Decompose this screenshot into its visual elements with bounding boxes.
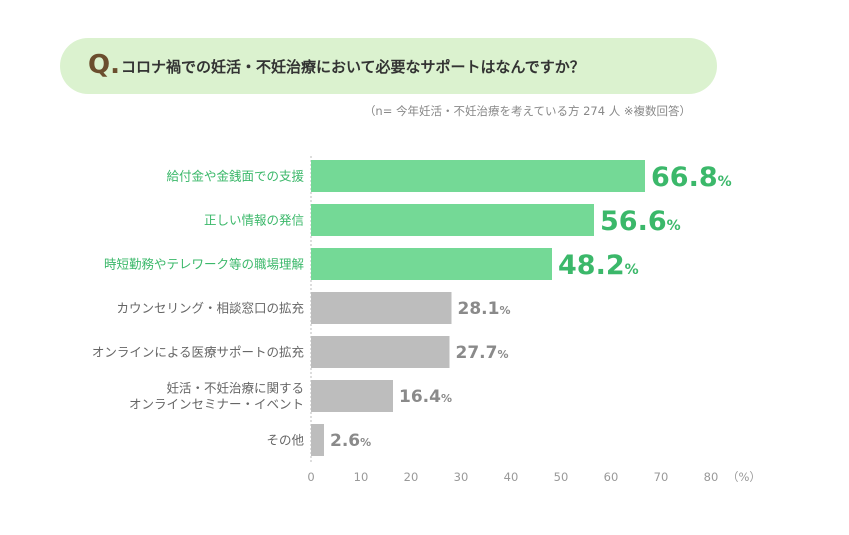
x-tick-label: 30 (454, 470, 469, 484)
category-label: 給付金や金銭面での支援 (166, 169, 304, 184)
value-label: 27.7% (456, 343, 509, 363)
bar (311, 292, 452, 324)
sample-note: （n= 今年妊活・不妊治療を考えている方 274 人 ※複数回答） (363, 104, 691, 118)
x-tick-label: 60 (604, 470, 619, 484)
category-label: オンラインによる医療サポートの拡充 (92, 345, 304, 360)
value-label: 28.1% (458, 299, 511, 319)
category-label: 時短勤務やテレワーク等の職場理解 (104, 257, 304, 272)
value-label: 16.4% (399, 387, 452, 407)
value-label: 48.2% (558, 250, 639, 281)
x-tick-label: 20 (404, 470, 419, 484)
x-unit-label: （%） (727, 470, 761, 484)
value-label: 66.8% (651, 162, 732, 193)
x-tick-label: 80 (704, 470, 719, 484)
question-banner (60, 38, 717, 94)
category-label: カウンセリング・相談窓口の拡充 (116, 301, 304, 316)
bar (311, 336, 450, 368)
bar (311, 160, 645, 192)
x-tick-label: 50 (554, 470, 569, 484)
x-tick-label: 10 (354, 470, 369, 484)
category-label: 妊活・不妊治療に関する (166, 381, 304, 396)
category-label: その他 (266, 433, 304, 448)
x-tick-label: 40 (504, 470, 519, 484)
question-mark: Q. (88, 50, 120, 80)
x-tick-label: 0 (307, 470, 314, 484)
bar (311, 424, 324, 456)
value-label: 56.6% (600, 206, 681, 237)
category-label: オンラインセミナー・イベント (129, 397, 304, 412)
x-tick-label: 70 (654, 470, 669, 484)
category-label: 正しい情報の発信 (204, 213, 304, 228)
value-label: 2.6% (330, 431, 371, 451)
question-text: コロナ禍での妊活・不妊治療において必要なサポートはなんですか？ (121, 58, 585, 76)
bar (311, 380, 393, 412)
bar (311, 248, 552, 280)
bar (311, 204, 594, 236)
